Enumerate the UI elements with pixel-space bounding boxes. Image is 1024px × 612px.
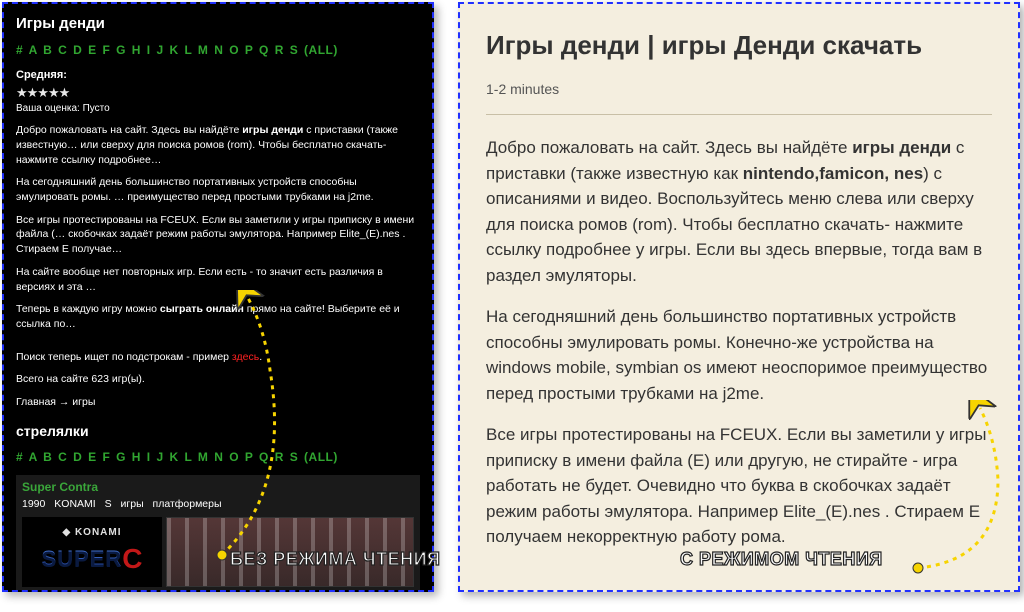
category-title: стрелялки: [16, 422, 420, 441]
your-rating-label: Ваша оценка: Пусто: [16, 102, 420, 116]
game-logo-text: SUPERC: [41, 540, 142, 578]
intro-para-4: На сайте вообще нет повторных игр. Если …: [16, 265, 420, 294]
caption-no-reader: БЕЗ РЕЖИМА ЧТЕНИЯ: [230, 549, 440, 570]
intro-para-3: Все игры протестированы на FCEUX. Если в…: [16, 213, 420, 257]
intro-para-1: Добро пожаловать на сайт. Здесь вы найдё…: [16, 123, 420, 167]
reader-para-1: Добро пожаловать на сайт. Здесь вы найдё…: [486, 135, 992, 288]
reader-para-3: Все игры протестированы на FCEUX. Если в…: [486, 422, 992, 550]
search-example-link[interactable]: здесь: [232, 351, 259, 363]
reader-title: Игры денди | игры Денди скачать: [486, 26, 992, 65]
search-hint: Поиск теперь ищет по подстрокам - пример…: [16, 350, 420, 365]
game-logo: ◆ KONAMI SUPERC: [22, 517, 162, 587]
game-title[interactable]: Super Contra: [22, 479, 414, 495]
panel-no-reader: Игры денди # A B C D E F G H I J K L M N…: [2, 2, 434, 592]
game-entry[interactable]: Super Contra 1990 KONAMI S игры платформ…: [16, 475, 420, 592]
caption-reader: С РЕЖИМОМ ЧТЕНИЯ: [680, 549, 883, 570]
breadcrumb[interactable]: Главная → игры: [16, 395, 420, 410]
star-rating[interactable]: ★★★★★: [16, 84, 420, 102]
panel-reader-mode: Игры денди | игры Денди скачать 1-2 minu…: [458, 2, 1020, 592]
total-games: Всего на сайте 623 игр(ы).: [16, 372, 420, 387]
reader-para-2: На сегодняшний день большинство портатив…: [486, 304, 992, 406]
game-meta: 1990 KONAMI S игры платформеры: [22, 497, 414, 511]
konami-brand: ◆ KONAMI: [62, 526, 121, 540]
avg-rating-label: Средняя:: [16, 68, 420, 83]
alpha-index-2[interactable]: # A B C D E F G H I J K L M N O P Q R S …: [16, 449, 420, 465]
alpha-index[interactable]: # A B C D E F G H I J K L M N O P Q R S …: [16, 42, 420, 58]
intro-para-2: На сегодняшний день большинство портатив…: [16, 175, 420, 204]
page-title: Игры денди: [16, 14, 420, 34]
intro-para-5: Теперь в каждую игру можно сыграть онлай…: [16, 302, 420, 331]
read-time: 1-2 minutes: [486, 79, 992, 115]
